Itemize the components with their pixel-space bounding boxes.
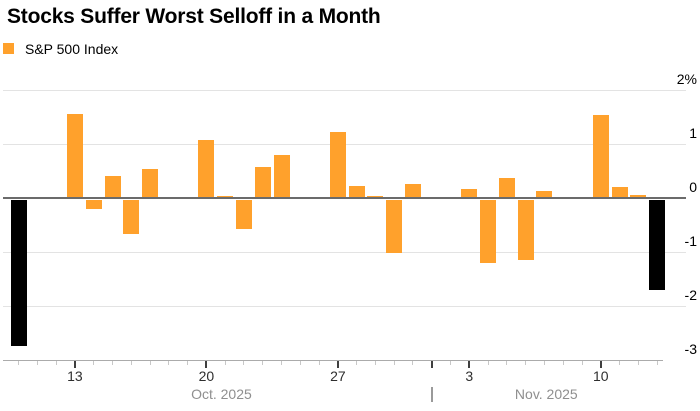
x-tick-minor bbox=[130, 361, 132, 365]
bar bbox=[517, 200, 534, 261]
bar bbox=[254, 166, 271, 198]
gridline bbox=[3, 252, 686, 253]
x-day-label: 10 bbox=[592, 368, 609, 384]
bar bbox=[630, 194, 647, 198]
y-axis-label: -1 bbox=[684, 233, 697, 249]
zero-line bbox=[3, 197, 686, 199]
x-day-label: 13 bbox=[67, 368, 83, 384]
x-tick-minor bbox=[318, 361, 320, 365]
bar bbox=[273, 155, 290, 198]
x-tick-minor bbox=[525, 361, 527, 365]
bar bbox=[104, 176, 121, 198]
x-tick-major bbox=[468, 361, 471, 368]
x-tick-minor bbox=[112, 361, 113, 365]
x-day-label: 20 bbox=[198, 368, 215, 384]
x-tick-minor bbox=[299, 361, 301, 365]
bar bbox=[498, 178, 515, 198]
x-tick-minor bbox=[149, 361, 151, 365]
x-tick-minor bbox=[18, 361, 20, 365]
x-tick-minor bbox=[224, 361, 226, 365]
bar bbox=[10, 200, 27, 346]
x-tick-minor bbox=[55, 361, 57, 365]
y-axis-label: -2 bbox=[684, 287, 697, 303]
bar bbox=[611, 186, 628, 198]
x-tick-minor bbox=[281, 361, 283, 365]
bar bbox=[329, 131, 346, 198]
y-axis-label: -3 bbox=[684, 341, 697, 357]
chart-title: Stocks Suffer Worst Selloff in a Month bbox=[7, 5, 381, 28]
month-divider-icon bbox=[430, 387, 433, 402]
y-axis-label: 2% bbox=[676, 71, 697, 87]
x-axis-baseline bbox=[3, 360, 663, 361]
bar bbox=[235, 200, 252, 229]
legend: S&P 500 Index bbox=[3, 40, 119, 57]
x-tick-minor bbox=[262, 361, 264, 365]
y-axis-label: 1 bbox=[689, 125, 697, 141]
x-tick-major bbox=[599, 361, 602, 368]
legend-swatch-icon bbox=[3, 43, 14, 54]
x-tick-minor bbox=[374, 361, 376, 365]
x-tick-minor bbox=[243, 361, 245, 365]
bar bbox=[480, 200, 497, 264]
bar bbox=[123, 200, 140, 235]
x-tick-minor bbox=[581, 361, 583, 365]
bar bbox=[649, 200, 666, 290]
bar bbox=[198, 140, 215, 198]
x-tick-minor bbox=[393, 361, 395, 365]
gridline bbox=[3, 90, 686, 91]
bar bbox=[85, 200, 102, 209]
x-tick-minor bbox=[562, 361, 564, 365]
x-tick-major bbox=[205, 361, 208, 368]
x-tick-minor bbox=[187, 361, 189, 365]
x-tick-minor bbox=[36, 361, 38, 365]
month-label: Nov. 2025 bbox=[514, 386, 578, 402]
y-axis-label: 0 bbox=[689, 179, 697, 195]
x-day-label: 3 bbox=[465, 368, 474, 384]
bar bbox=[461, 188, 478, 198]
x-tick-minor bbox=[356, 361, 358, 365]
x-tick-minor bbox=[450, 361, 452, 365]
x-tick-minor bbox=[637, 361, 639, 365]
gridline bbox=[3, 306, 686, 307]
x-tick-minor bbox=[619, 361, 621, 365]
bar bbox=[142, 169, 159, 198]
x-tick-major bbox=[430, 361, 433, 368]
x-tick-minor bbox=[543, 361, 545, 365]
bar bbox=[386, 200, 403, 254]
bar bbox=[348, 185, 365, 198]
x-tick-major bbox=[336, 361, 339, 368]
x-tick-minor bbox=[506, 361, 508, 365]
x-tick-major bbox=[73, 361, 76, 368]
legend-label: S&P 500 Index bbox=[25, 40, 119, 57]
bar bbox=[592, 114, 609, 198]
x-tick-minor bbox=[412, 361, 414, 365]
month-label: Oct. 2025 bbox=[191, 386, 252, 402]
bar bbox=[404, 183, 421, 198]
bar bbox=[66, 114, 83, 198]
x-tick-minor bbox=[93, 361, 95, 365]
x-tick-minor bbox=[168, 361, 170, 365]
x-tick-minor bbox=[487, 361, 489, 365]
x-tick-minor bbox=[656, 361, 658, 365]
x-day-label: 27 bbox=[330, 368, 346, 384]
bar bbox=[536, 190, 553, 198]
